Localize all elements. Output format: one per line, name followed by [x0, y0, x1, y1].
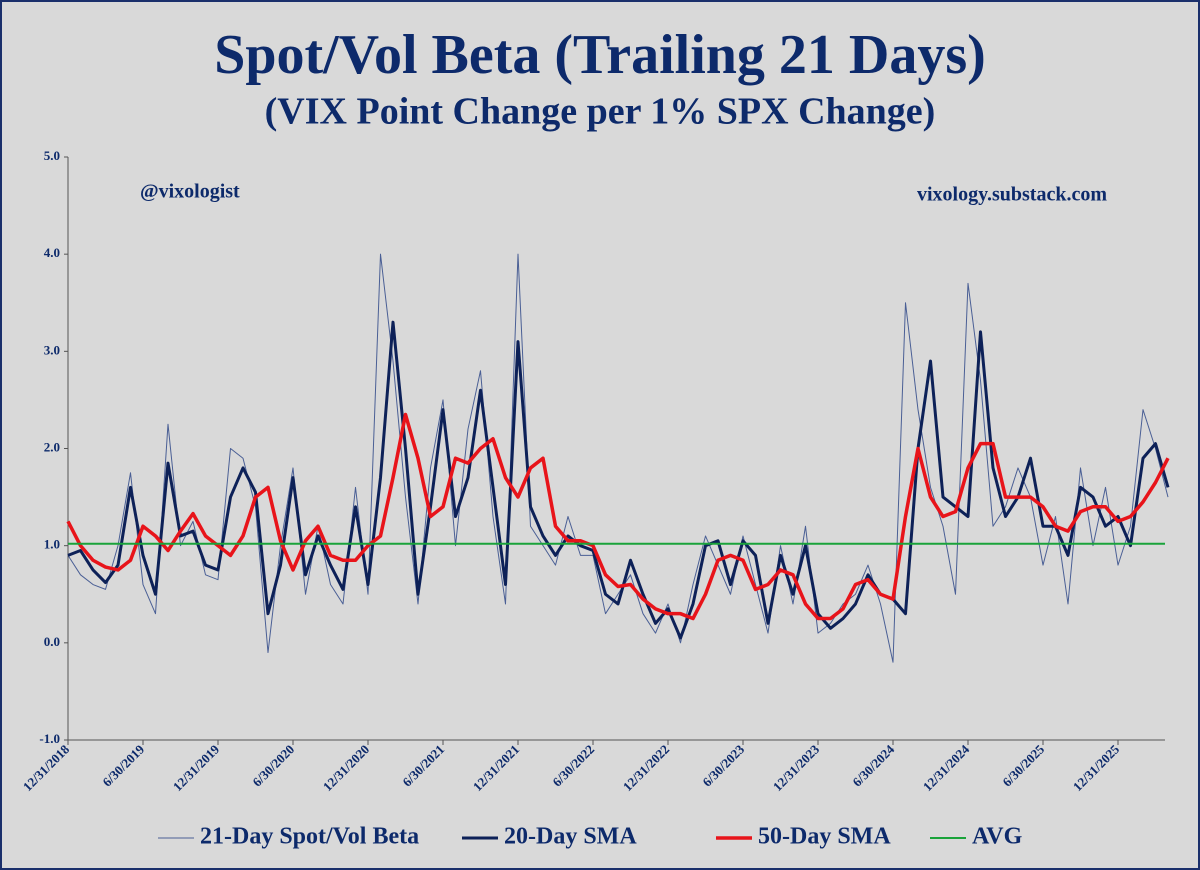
y-tick-label: 2.0: [44, 439, 60, 454]
y-tick-label: 0.0: [44, 634, 60, 649]
y-tick-label: 1.0: [44, 537, 60, 552]
y-tick-label: -1.0: [39, 731, 60, 746]
annotation: vixology.substack.com: [917, 184, 1107, 206]
legend-label: 50-Day SMA: [758, 824, 891, 850]
y-tick-label: 4.0: [44, 245, 60, 260]
legend-label: 21-Day Spot/Vol Beta: [200, 824, 419, 850]
legend-label: 20-Day SMA: [504, 824, 637, 850]
series-line: [66, 412, 1170, 621]
y-tick-label: 3.0: [44, 342, 60, 357]
chart-title: Spot/Vol Beta (Trailing 21 Days): [214, 24, 986, 86]
chart-subtitle: (VIX Point Change per 1% SPX Change): [265, 91, 936, 133]
y-tick-label: 5.0: [44, 148, 60, 163]
legend-label: AVG: [972, 824, 1023, 850]
series-line: [67, 253, 1169, 663]
series-line: [67, 320, 1170, 640]
annotation: @vixologist: [140, 181, 240, 203]
